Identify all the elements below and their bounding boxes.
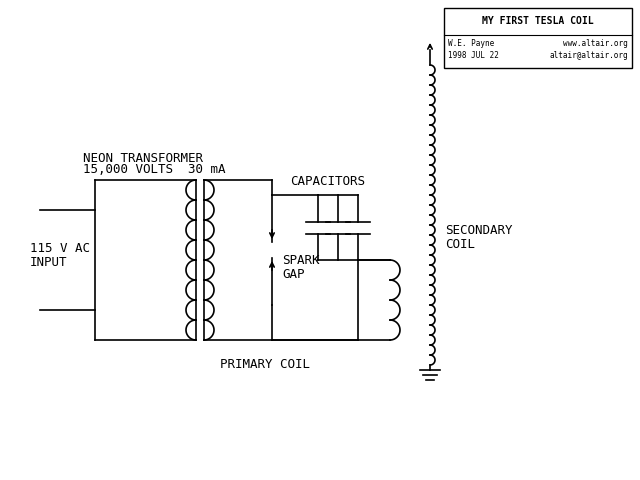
Text: SPARK: SPARK — [282, 253, 319, 266]
Bar — [444, 8, 632, 68]
Text: INPUT: INPUT — [30, 256, 67, 269]
Text: GAP: GAP — [282, 268, 305, 281]
Text: 115 V AC: 115 V AC — [30, 241, 90, 254]
Text: SECONDARY: SECONDARY — [445, 224, 513, 237]
Text: MY FIRST TESLA COIL: MY FIRST TESLA COIL — [482, 16, 594, 26]
Text: NEON TRANSFORMER: NEON TRANSFORMER — [83, 152, 203, 165]
Text: www.altair.org: www.altair.org — [563, 39, 628, 48]
Text: 15,000 VOLTS  30 mA: 15,000 VOLTS 30 mA — [83, 163, 225, 176]
Text: COIL: COIL — [445, 239, 475, 252]
Text: 1998 JUL 22: 1998 JUL 22 — [448, 51, 499, 60]
Text: PRIMARY COIL: PRIMARY COIL — [220, 358, 310, 371]
Text: CAPACITORS: CAPACITORS — [290, 175, 365, 188]
Text: W.E. Payne: W.E. Payne — [448, 39, 494, 48]
Text: altair@altair.org: altair@altair.org — [549, 51, 628, 60]
